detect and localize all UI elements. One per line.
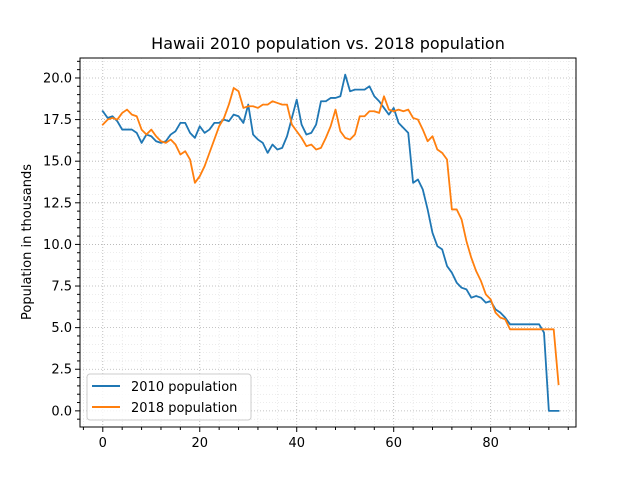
legend: 2010 population 2018 population — [86, 373, 252, 421]
y-tick-label: 12.5 — [43, 196, 72, 211]
y-tick-label: 10.0 — [43, 238, 72, 253]
x-tick-label: 60 — [385, 436, 402, 451]
y-axis-ticks: 0.0 2.5 5.0 7.5 10.0 12.5 15.0 17.5 20.0 — [43, 60, 80, 420]
legend-label-2010: 2010 population — [131, 380, 237, 395]
y-tick-label: 7.5 — [51, 280, 72, 295]
y-tick-label: 0.0 — [51, 404, 72, 419]
y-tick-label: 20.0 — [43, 71, 72, 86]
y-tick-label: 17.5 — [43, 113, 72, 128]
series-line-2018 — [101, 87, 560, 386]
y-tick-label: 5.0 — [51, 321, 72, 336]
x-tick-label: 0 — [99, 436, 107, 451]
x-tick-label: 80 — [482, 436, 499, 451]
series-line-2010 — [101, 73, 560, 412]
x-axis-ticks: 0 20 40 60 80 — [82, 427, 569, 451]
legend-box — [86, 373, 252, 421]
x-tick-label: 20 — [191, 436, 208, 451]
y-tick-label: 15.0 — [43, 155, 72, 170]
x-tick-label: 40 — [288, 436, 305, 451]
chart-title: Hawaii 2010 population vs. 2018 populati… — [151, 34, 505, 53]
y-tick-label: 2.5 — [51, 363, 72, 378]
legend-label-2018: 2018 population — [131, 401, 237, 416]
plot-area-frame — [79, 57, 577, 428]
series-lines — [101, 73, 560, 412]
y-axis-title: Population in thousands — [20, 164, 35, 320]
